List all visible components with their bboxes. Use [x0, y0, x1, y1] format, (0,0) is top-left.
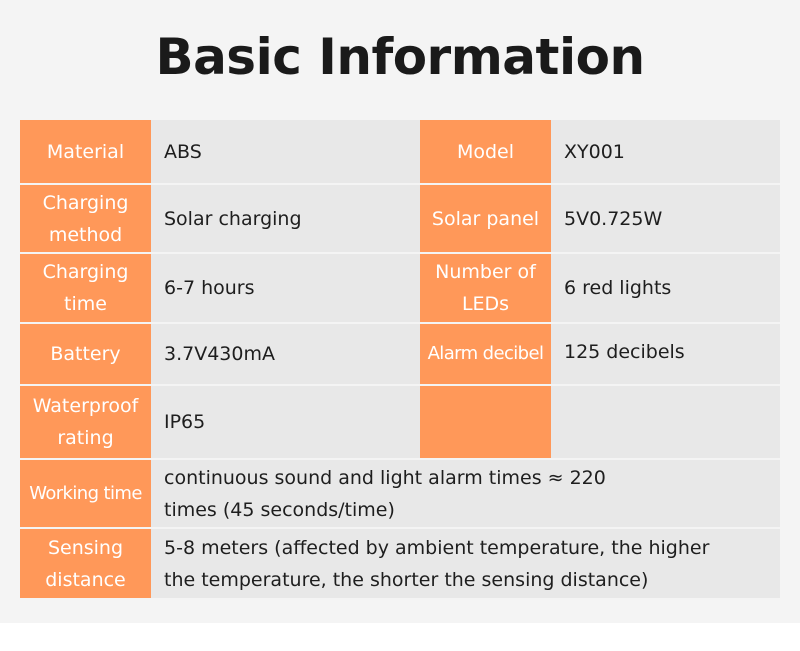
label-solar-panel: Solar panel [420, 185, 551, 252]
page-title: Basic Information [155, 28, 645, 86]
value-charging-time: 6-7 hours [151, 254, 420, 322]
label-charging-method: Charging method [20, 185, 151, 252]
value-material: ABS [151, 120, 420, 183]
value-working-time: continuous sound and light alarm times ≈… [151, 460, 780, 527]
label-working-time: Working time [20, 460, 151, 527]
value-number-of-leds: 6 red lights [551, 254, 780, 322]
value-empty [551, 386, 780, 458]
label-model: Model [420, 120, 551, 183]
label-charging-time: Charging time [20, 254, 151, 322]
label-sensing-distance: Sensing distance [20, 529, 151, 598]
label-material: Material [20, 120, 151, 183]
info-panel: Basic Information Material ABS Model XY0… [0, 0, 800, 623]
value-model: XY001 [551, 120, 780, 183]
label-alarm-decibel: Alarm decibel [420, 324, 551, 384]
value-battery: 3.7V430mA [151, 324, 420, 384]
value-sensing-distance: 5-8 meters (affected by ambient temperat… [151, 529, 780, 598]
value-alarm-decibel: 125 decibels [551, 324, 780, 384]
label-waterproof-rating: Waterproof rating [20, 386, 151, 458]
value-waterproof-rating: IP65 [151, 386, 420, 458]
label-number-of-leds: Number of LEDs [420, 254, 551, 322]
value-charging-method: Solar charging [151, 185, 420, 252]
label-battery: Battery [20, 324, 151, 384]
value-solar-panel: 5V0.725W [551, 185, 780, 252]
label-empty [420, 386, 551, 458]
